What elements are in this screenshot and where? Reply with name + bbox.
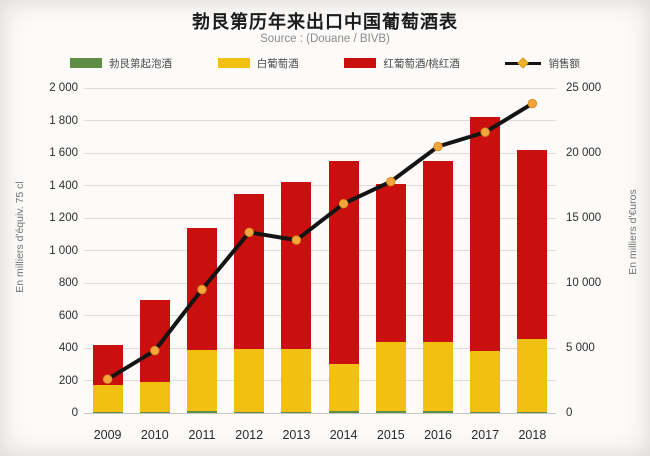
bar-segment-2016 [423, 341, 453, 412]
bar-segment-2010 [139, 382, 170, 413]
x-axis-tick-label: 2011 [188, 428, 216, 442]
x-axis-tick-label: 2010 [140, 428, 169, 442]
bar-segment-2015 [375, 411, 406, 413]
x-axis-tick-label: 2017 [471, 428, 500, 442]
bar-segment-2014 [328, 364, 359, 412]
left-axis-tick-label: 1 600 [49, 147, 78, 159]
sales-diamond-marker [517, 57, 530, 69]
bar-segment-2010 [139, 412, 170, 413]
bar-segment-2015 [375, 183, 406, 342]
legend-label-white-wine: 白葡萄酒 [256, 57, 299, 70]
sales-line-marker-icon [505, 57, 542, 69]
legend-item-sales: 销售额 [505, 56, 580, 71]
bar-segment-2014 [328, 411, 359, 413]
sales-marker-2016 [433, 141, 443, 152]
bar-segment-2017 [470, 351, 501, 413]
right-axis-tick-label: 20 000 [566, 147, 602, 159]
right-axis-tick-label: 25 000 [566, 82, 602, 94]
legend-label-red-wine: 红葡萄酒/桃红酒 [383, 57, 460, 70]
left-axis-tick-label: 1 000 [49, 244, 78, 257]
x-axis-tick-label: 2013 [282, 428, 311, 442]
bar-segment-2014 [328, 161, 359, 365]
sales-marker-2018 [527, 98, 538, 109]
white-wine-swatch-icon [217, 58, 250, 68]
bar-segment-2012 [234, 348, 265, 413]
bar-segment-2011 [187, 227, 217, 350]
right-axis-title: En milliers d'€uros [627, 189, 639, 275]
sparkling-wine-swatch-icon [70, 58, 102, 68]
right-axis-tick-label: 0 [566, 407, 573, 419]
left-axis-tick-label: 1 400 [49, 179, 78, 192]
left-axis-tick-label: 600 [58, 309, 78, 322]
left-axis-tick-label: 2 000 [49, 82, 78, 94]
bar-segment-2009 [92, 412, 123, 413]
bar-segment-2018 [517, 149, 548, 339]
bar-segment-2013 [281, 182, 312, 350]
bar-segment-2013 [281, 411, 312, 413]
right-axis-tick-label: 15 000 [566, 212, 602, 224]
gridline [84, 412, 556, 414]
sales-line-path [105, 101, 535, 382]
right-axis-tick-label: 10 000 [566, 277, 602, 289]
page-title: 勃艮第历年来出口中国葡萄酒表 [192, 12, 458, 32]
x-axis-tick-label: 2018 [518, 428, 547, 442]
x-axis-tick-label: 2009 [93, 428, 122, 442]
legend-item-red-wine: 红葡萄酒/桃红酒 [344, 56, 460, 71]
bar-segment-2010 [139, 300, 170, 383]
right-axis-tick-label: 5 000 [566, 342, 595, 354]
left-axis-tick-label: 200 [58, 374, 78, 387]
bar-segment-2018 [517, 411, 548, 413]
red-wine-swatch-icon [344, 58, 377, 68]
left-axis-tick-label: 1 800 [49, 114, 78, 127]
bar-segment-2016 [423, 411, 453, 413]
bar-segment-2011 [187, 349, 217, 411]
x-axis-tick-label: 2014 [329, 428, 358, 442]
x-axis-tick-label: 2015 [376, 428, 405, 442]
left-axis-tick-label: 400 [58, 342, 78, 354]
bar-segment-2012 [234, 412, 265, 413]
legend-label-sparkling-wine: 勃艮第起泡酒 [109, 57, 172, 70]
bar-segment-2013 [281, 349, 312, 412]
bar-segment-2017 [470, 117, 501, 352]
legend-label-sales: 销售额 [548, 57, 580, 70]
bar-segment-2009 [92, 344, 123, 385]
bar-segment-2018 [517, 338, 548, 412]
left-axis-title: En milliers d'équiv. 75 cl [14, 181, 26, 293]
legend-item-sparkling-wine: 勃艮第起泡酒 [70, 56, 172, 71]
gridline [84, 87, 556, 89]
chart-legend: 勃艮第起泡酒 白葡萄酒 红葡萄酒/桃红酒 销售额 [70, 54, 580, 72]
left-axis-tick-label: 0 [71, 407, 78, 419]
bar-segment-2016 [423, 161, 453, 342]
bar-segment-2011 [187, 410, 217, 413]
left-axis-tick-label: 1 200 [49, 212, 78, 224]
legend-item-white-wine: 白葡萄酒 [217, 56, 299, 71]
x-axis-tick-label: 2016 [424, 428, 452, 442]
chart-subtitle: Source : (Douane / BIVB) [260, 33, 390, 45]
bar-segment-2017 [470, 412, 501, 413]
bar-segment-2012 [234, 193, 265, 349]
bar-segment-2009 [92, 384, 123, 413]
x-axis-tick-label: 2012 [235, 428, 264, 442]
left-axis-tick-label: 800 [58, 277, 78, 289]
bar-segment-2015 [375, 341, 406, 412]
